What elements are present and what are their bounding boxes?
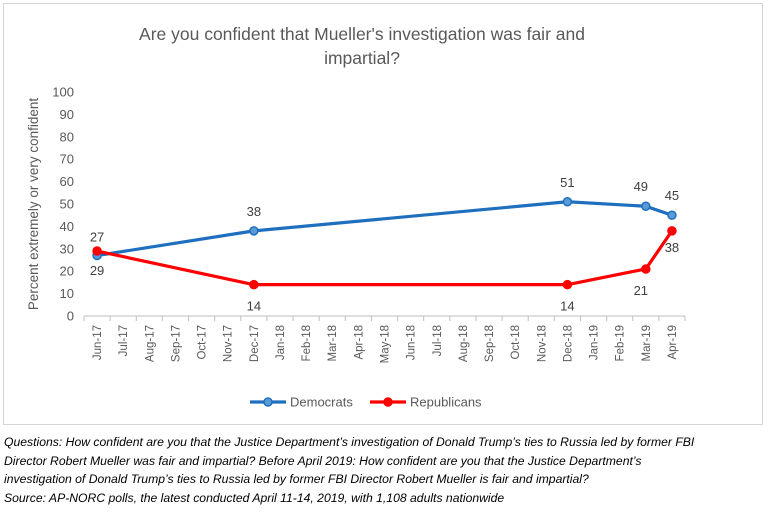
x-tick-label: Oct-17 xyxy=(197,325,209,360)
legend-label-democrats: Democrats xyxy=(290,395,353,410)
y-tick-label: 40 xyxy=(60,219,74,234)
x-tick-label: Jul-18 xyxy=(432,325,444,356)
y-axis-label: Percent extremely or very confident xyxy=(26,98,41,311)
legend-marker-democrats xyxy=(263,397,273,407)
caption-line-3: investigation of Donald Trump’s ties to … xyxy=(4,472,589,486)
x-tick-label: May-18 xyxy=(380,325,392,363)
data-point-republicans xyxy=(667,226,677,236)
x-tick-label: Jan-19 xyxy=(589,325,601,360)
data-label-republicans: 14 xyxy=(247,299,261,314)
data-label-republicans: 29 xyxy=(90,263,104,278)
series-line-democrats xyxy=(95,200,674,258)
y-tick-label: 80 xyxy=(60,129,74,144)
y-tick-label: 20 xyxy=(60,264,74,279)
data-label-democrats: 45 xyxy=(665,188,679,203)
legend-marker-republicans xyxy=(383,397,393,407)
data-point-republicans xyxy=(562,279,573,290)
x-tick-label: Sep-18 xyxy=(484,325,496,362)
x-tick-label: Sep-17 xyxy=(170,325,182,362)
chart-title-line-2: impartial? xyxy=(324,48,400,68)
series-line-republicans xyxy=(95,229,674,287)
x-tick-label: Jun-18 xyxy=(406,325,418,360)
caption-line-4: Source: AP-NORC polls, the latest conduc… xyxy=(4,490,505,505)
x-tick-label: Mar-18 xyxy=(327,325,339,361)
data-point-democrats xyxy=(249,226,259,236)
y-tick-label: 30 xyxy=(60,241,74,256)
x-tick-label: Apr-19 xyxy=(667,325,679,360)
data-point-republicans xyxy=(92,246,102,256)
y-tick-label: 90 xyxy=(60,107,74,122)
data-point-republicans xyxy=(641,264,651,274)
x-tick-label: Dec-18 xyxy=(562,325,574,362)
data-label-democrats: 51 xyxy=(560,175,574,190)
data-label-republicans: 38 xyxy=(665,240,679,255)
x-tick-label: Nov-17 xyxy=(223,325,235,362)
x-tick-label: Jul-17 xyxy=(118,325,130,356)
data-label-republicans: 14 xyxy=(560,299,574,314)
data-label-democrats: 49 xyxy=(634,179,648,194)
x-tick-label: Apr-18 xyxy=(353,325,365,360)
x-tick-label: Nov-18 xyxy=(536,325,548,362)
data-point-democrats xyxy=(641,201,651,211)
legend-label-republicans: Republicans xyxy=(410,395,482,410)
data-point-republicans xyxy=(249,279,259,290)
x-tick-label: Aug-18 xyxy=(458,325,470,362)
chart-frame: Are you confident that Mueller's investi… xyxy=(3,3,763,425)
data-label-republicans: 21 xyxy=(634,283,648,298)
y-tick-label: 100 xyxy=(52,85,74,100)
y-tick-label: 60 xyxy=(60,174,74,189)
line-chart: Are you confident that Mueller's investi… xyxy=(26,24,686,410)
x-tick-label: Jun-17 xyxy=(92,325,104,360)
chart-title-line-1: Are you confident that Mueller's investi… xyxy=(139,24,585,44)
y-tick-label: 0 xyxy=(67,309,74,324)
data-point-democrats xyxy=(667,210,677,220)
y-tick-label: 10 xyxy=(60,286,74,301)
caption: Questions: How confident are you that th… xyxy=(4,433,766,507)
x-tick-label: Mar-19 xyxy=(641,325,653,361)
x-tick-label: Oct-18 xyxy=(510,325,522,360)
data-label-democrats: 27 xyxy=(90,230,104,245)
y-tick-label: 70 xyxy=(60,152,74,167)
data-label-democrats: 38 xyxy=(247,204,261,219)
x-tick-label: Feb-19 xyxy=(615,325,627,361)
x-tick-label: Aug-17 xyxy=(144,325,156,362)
x-tick-label: Dec-17 xyxy=(249,325,261,362)
x-tick-label: Jan-18 xyxy=(275,325,287,360)
y-tick-label: 50 xyxy=(60,197,74,212)
data-point-democrats xyxy=(562,197,573,207)
caption-line-2: Director Robert Mueller was fair and imp… xyxy=(4,453,642,468)
caption-line-1: Questions: How confident are you that th… xyxy=(4,435,695,449)
x-tick-label: Feb-18 xyxy=(301,325,313,361)
